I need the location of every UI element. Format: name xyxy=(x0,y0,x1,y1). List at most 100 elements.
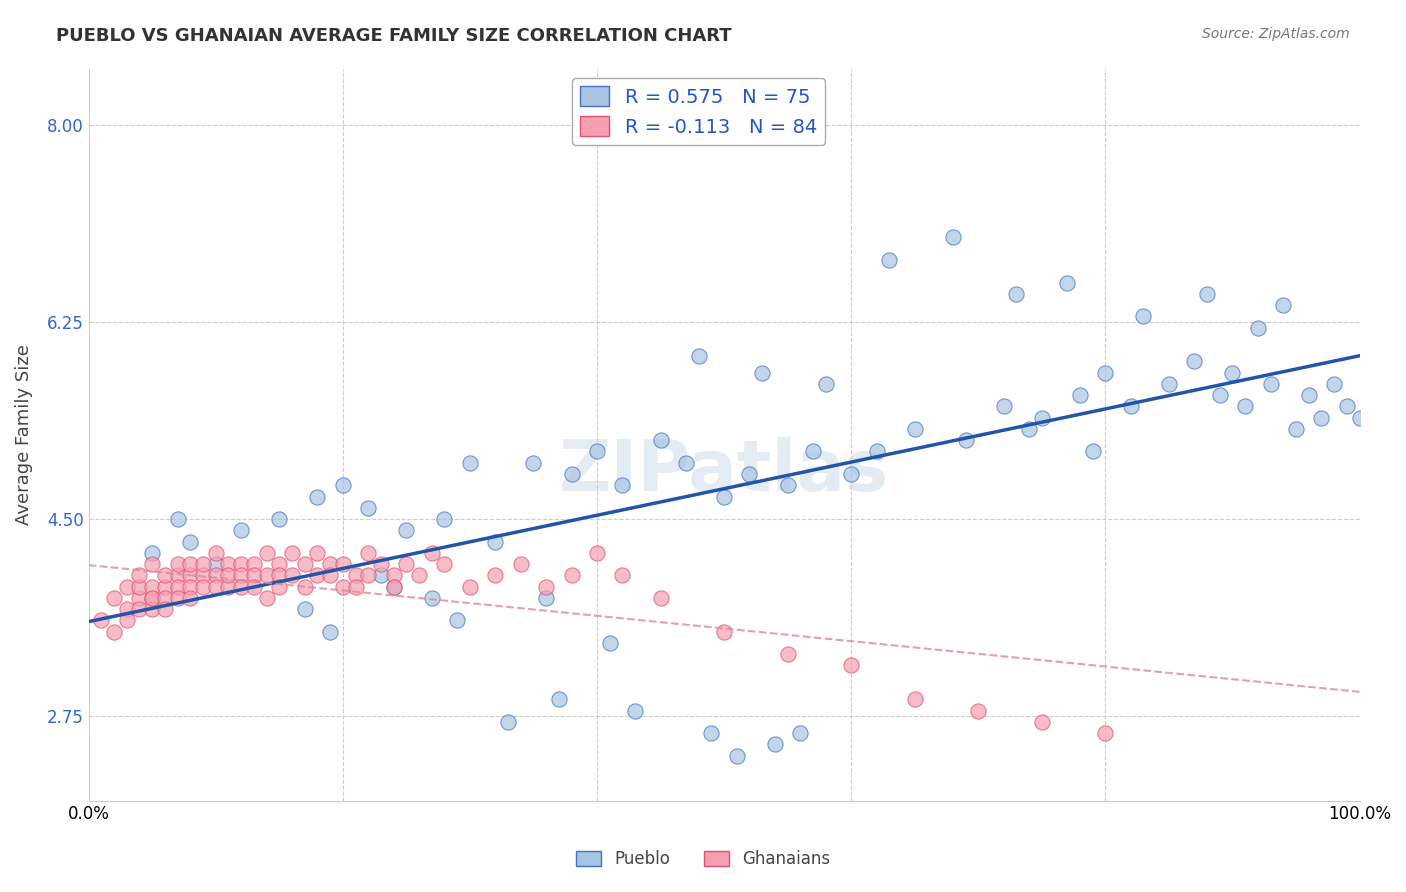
Point xyxy=(967,704,990,718)
Point xyxy=(1323,376,1346,391)
Point xyxy=(204,580,226,594)
Text: ZIPatlas: ZIPatlas xyxy=(560,437,889,506)
Point xyxy=(1018,422,1040,436)
Point xyxy=(612,568,634,582)
Point xyxy=(128,568,150,582)
Point xyxy=(370,568,392,582)
Point xyxy=(319,557,342,571)
Point xyxy=(204,546,226,560)
Point xyxy=(382,580,405,594)
Point xyxy=(141,580,163,594)
Point xyxy=(904,422,927,436)
Point xyxy=(179,557,201,571)
Point xyxy=(269,580,291,594)
Point xyxy=(243,557,266,571)
Point xyxy=(776,478,799,492)
Point xyxy=(484,568,506,582)
Point xyxy=(231,568,253,582)
Point xyxy=(166,591,188,605)
Point xyxy=(420,546,443,560)
Point xyxy=(281,568,304,582)
Point xyxy=(688,349,710,363)
Text: PUEBLO VS GHANAIAN AVERAGE FAMILY SIZE CORRELATION CHART: PUEBLO VS GHANAIAN AVERAGE FAMILY SIZE C… xyxy=(56,27,733,45)
Point xyxy=(357,546,380,560)
Point xyxy=(332,478,354,492)
Point xyxy=(256,546,278,560)
Point xyxy=(1081,444,1104,458)
Legend: R = 0.575   N = 75, R = -0.113   N = 84: R = 0.575 N = 75, R = -0.113 N = 84 xyxy=(572,78,825,145)
Point xyxy=(1031,410,1053,425)
Point xyxy=(115,602,138,616)
Point xyxy=(1157,376,1180,391)
Point xyxy=(382,580,405,594)
Point xyxy=(1272,298,1295,312)
Point xyxy=(141,557,163,571)
Point xyxy=(1195,286,1218,301)
Point xyxy=(789,726,811,740)
Point xyxy=(408,568,430,582)
Point xyxy=(179,568,201,582)
Point xyxy=(650,591,672,605)
Point xyxy=(1310,410,1333,425)
Point xyxy=(115,580,138,594)
Point xyxy=(993,400,1015,414)
Point xyxy=(294,580,316,594)
Point xyxy=(204,557,226,571)
Point xyxy=(586,546,609,560)
Point xyxy=(153,591,176,605)
Point xyxy=(269,557,291,571)
Point xyxy=(650,433,672,447)
Point xyxy=(763,737,786,751)
Point xyxy=(166,568,188,582)
Point xyxy=(243,568,266,582)
Point xyxy=(179,580,201,594)
Point xyxy=(153,568,176,582)
Point xyxy=(1069,388,1091,402)
Point xyxy=(217,557,239,571)
Point xyxy=(877,252,900,267)
Point xyxy=(204,568,226,582)
Point xyxy=(153,602,176,616)
Point xyxy=(231,524,253,538)
Point xyxy=(599,636,621,650)
Point xyxy=(357,568,380,582)
Point xyxy=(509,557,531,571)
Point xyxy=(713,624,735,639)
Point xyxy=(395,524,418,538)
Point xyxy=(713,490,735,504)
Point xyxy=(1298,388,1320,402)
Point xyxy=(561,568,583,582)
Point xyxy=(256,591,278,605)
Point xyxy=(522,456,544,470)
Point xyxy=(1182,354,1205,368)
Point xyxy=(1247,320,1270,334)
Point xyxy=(179,591,201,605)
Point xyxy=(496,714,519,729)
Point xyxy=(839,467,862,481)
Point xyxy=(217,580,239,594)
Point xyxy=(1348,410,1371,425)
Point xyxy=(955,433,977,447)
Point xyxy=(307,490,329,504)
Point xyxy=(1132,310,1154,324)
Point xyxy=(420,591,443,605)
Point xyxy=(1031,714,1053,729)
Point xyxy=(115,614,138,628)
Point xyxy=(586,444,609,458)
Point xyxy=(128,580,150,594)
Point xyxy=(814,376,837,391)
Point xyxy=(446,614,468,628)
Point xyxy=(243,580,266,594)
Point xyxy=(191,568,214,582)
Point xyxy=(332,557,354,571)
Point xyxy=(319,624,342,639)
Point xyxy=(382,568,405,582)
Point xyxy=(231,580,253,594)
Point xyxy=(370,557,392,571)
Point xyxy=(1119,400,1142,414)
Point xyxy=(166,580,188,594)
Point xyxy=(1234,400,1257,414)
Point xyxy=(141,591,163,605)
Legend: Pueblo, Ghanaians: Pueblo, Ghanaians xyxy=(569,844,837,875)
Point xyxy=(319,568,342,582)
